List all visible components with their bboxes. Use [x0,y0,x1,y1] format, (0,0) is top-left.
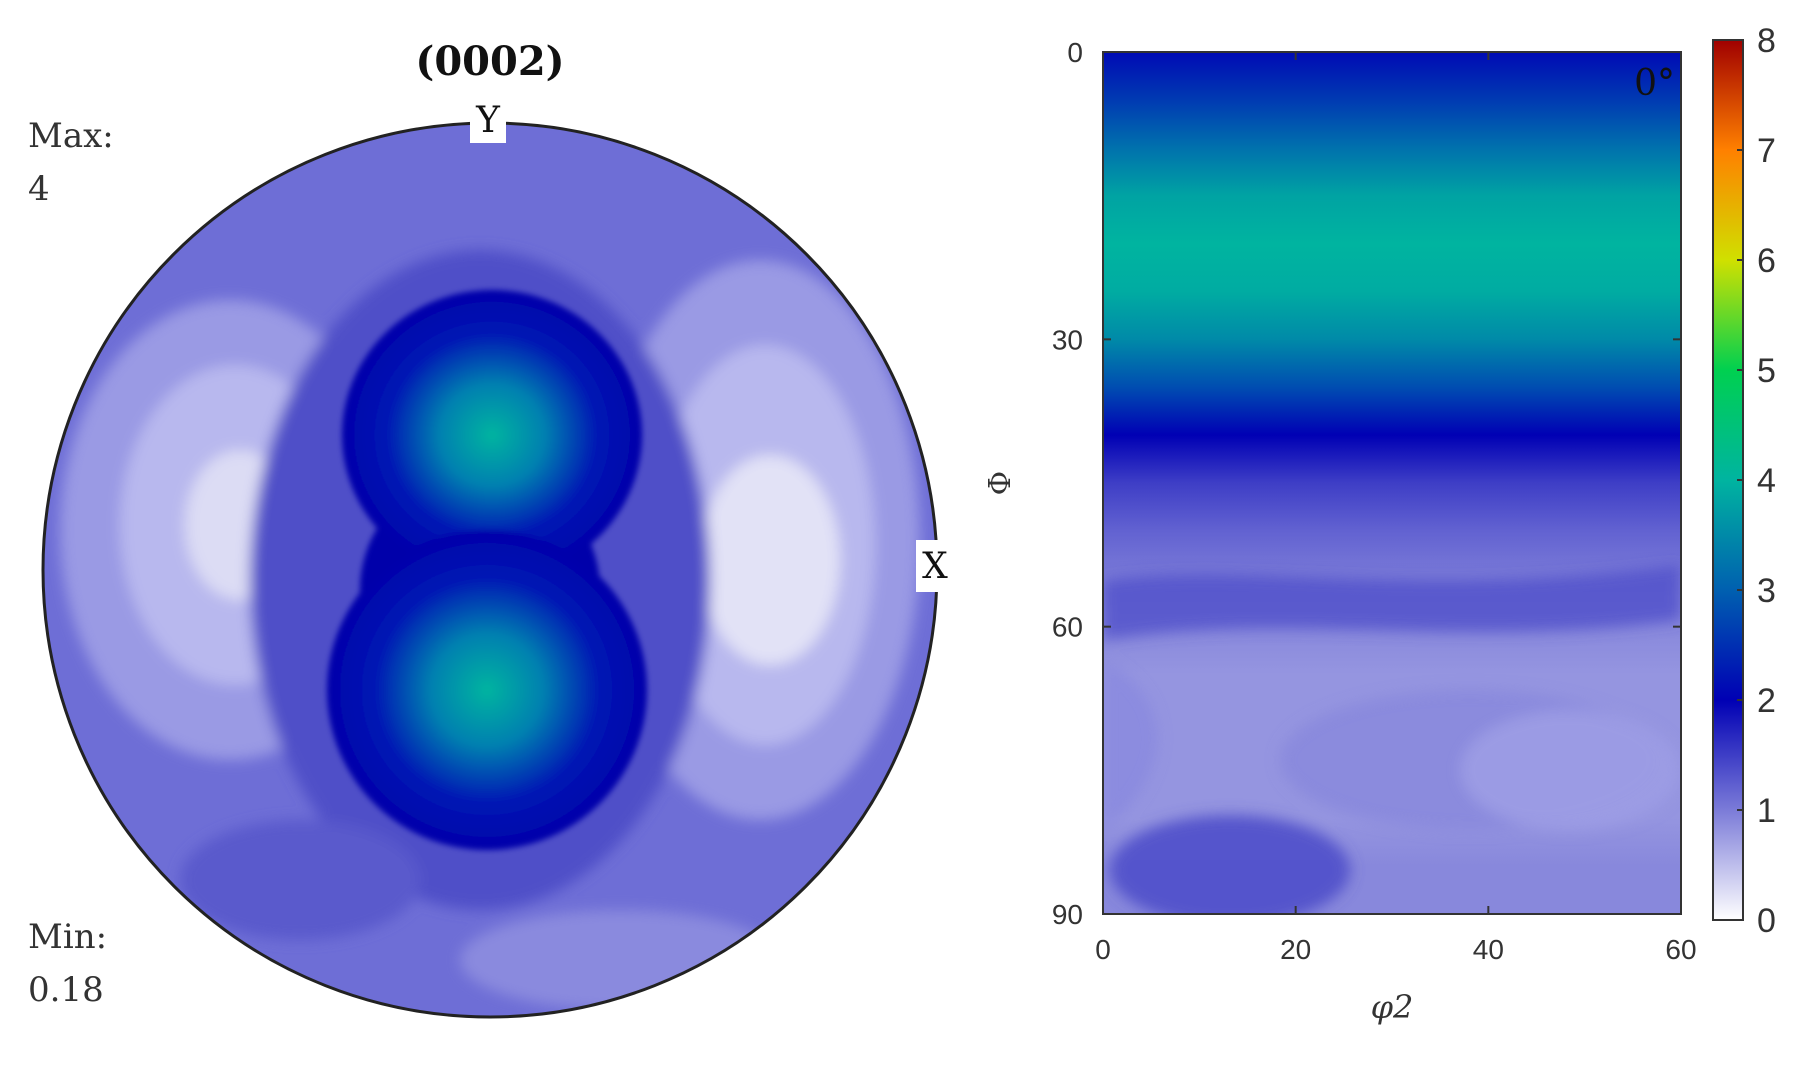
pole-figure-title: (0002) [415,38,564,85]
x-tick-label: 60 [1665,934,1696,965]
right-lobe-core [700,455,840,665]
max-label: Max: [28,116,114,156]
colorbar-tick-label: 8 [1757,22,1776,60]
upper-peak [342,290,642,580]
colorbar-tick-label: 5 [1757,352,1776,390]
y-axis-marker: Y [475,100,501,141]
x-axis-marker: X [922,546,948,587]
central-peaks [327,290,647,850]
odf-patch-dark [1110,815,1350,914]
odf-y-label: Φ [983,471,1018,496]
x-tick-label: 40 [1473,934,1504,965]
pole-figure-contours [43,123,937,1017]
colorbar-tick-label: 6 [1757,242,1776,280]
colorbar-tick-label: 0 [1757,902,1776,940]
max-value: 4 [28,169,50,209]
x-tick-label: 0 [1095,934,1111,965]
pole-figure: (0002) Y [28,38,954,1019]
y-tick-label: 60 [1052,612,1083,643]
x-axis-marker-box [916,540,954,592]
odf-section: 0° 0 20 40 60 0 30 60 90 Φ φ2 0 1 2 3 4 5 6 7 8 [983,22,1776,1026]
colorbar-tick-label: 3 [1757,572,1776,610]
lower-peak [327,530,647,850]
odf-section-label: 0° [1634,63,1675,104]
min-label: Min: [28,917,107,957]
colorbar-tick-label: 2 [1757,682,1776,720]
odf-patch-left [1103,660,1158,830]
colorbar-ticks: 0 1 2 3 4 5 6 7 8 [1737,22,1776,940]
colorbar-tick-label: 1 [1757,792,1776,830]
y-axis-marker-box [470,95,506,143]
odf-contours [1103,52,1681,914]
x-tick-label: 20 [1280,934,1311,965]
odf-axes: 0 20 40 60 0 30 60 90 [1052,37,1697,965]
colorbar-tick-label: 4 [1757,462,1776,500]
min-value: 0.18 [28,970,104,1010]
colorbar-tick-label: 7 [1757,132,1776,170]
odf-frame [1102,51,1682,915]
y-tick-label: 30 [1052,324,1083,355]
y-tick-label: 90 [1052,899,1083,930]
odf-x-label: φ2 [1371,988,1414,1026]
y-tick-label: 0 [1067,37,1083,68]
